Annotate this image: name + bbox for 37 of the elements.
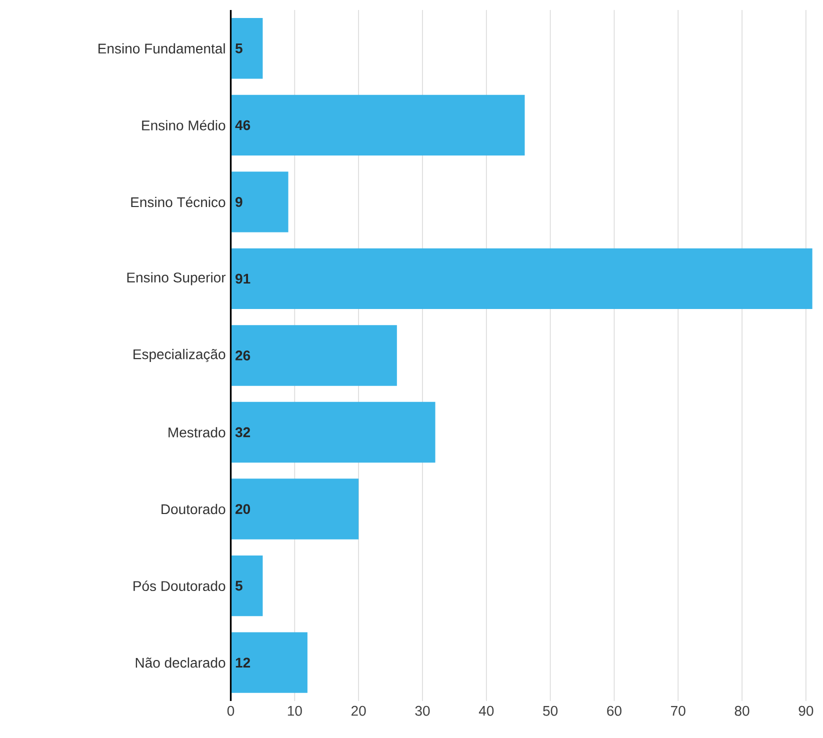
bar (230, 171, 288, 232)
x-tick-label: 80 (734, 706, 750, 716)
x-tick-label: 0 (227, 706, 234, 716)
y-tick-label: Pós Doutorado (134, 580, 226, 591)
bar (230, 555, 263, 616)
y-tick-label: Não declarado (136, 657, 226, 668)
y-tick-label: Ensino Médio (142, 120, 226, 130)
bar (230, 324, 397, 386)
x-tick-label: 20 (352, 706, 366, 716)
y-tick-label: Especialização (134, 348, 226, 362)
data-label: 5 (235, 43, 242, 54)
y-tick-label: Ensino Superior (127, 272, 226, 286)
x-tick-label: 30 (415, 706, 430, 716)
data-label: 5 (235, 580, 242, 591)
bar (230, 18, 263, 79)
data-label: 12 (236, 658, 250, 668)
data-label: 32 (235, 427, 250, 438)
data-label: 20 (236, 504, 250, 514)
bar (230, 248, 812, 309)
y-tick-label: Ensino Fundamental (98, 43, 225, 54)
bar (230, 478, 359, 540)
data-label: 46 (235, 120, 250, 130)
x-tick-label: 50 (543, 706, 558, 716)
data-label: 9 (236, 196, 242, 207)
y-tick-label: Mestrado (168, 426, 226, 438)
bar (230, 94, 525, 156)
data-label: 91 (236, 274, 250, 284)
bar (230, 632, 308, 693)
x-tick-label: 70 (671, 706, 686, 716)
y-tick-label: Doutorado (162, 504, 226, 514)
x-tick-label: 10 (288, 706, 302, 716)
x-tick-label: 90 (798, 706, 814, 716)
y-tick-label: Ensino Técnico (131, 196, 226, 208)
bar (230, 402, 436, 462)
data-label: 26 (236, 350, 250, 360)
x-tick-label: 40 (478, 706, 494, 716)
x-tick-label: 60 (607, 706, 622, 716)
